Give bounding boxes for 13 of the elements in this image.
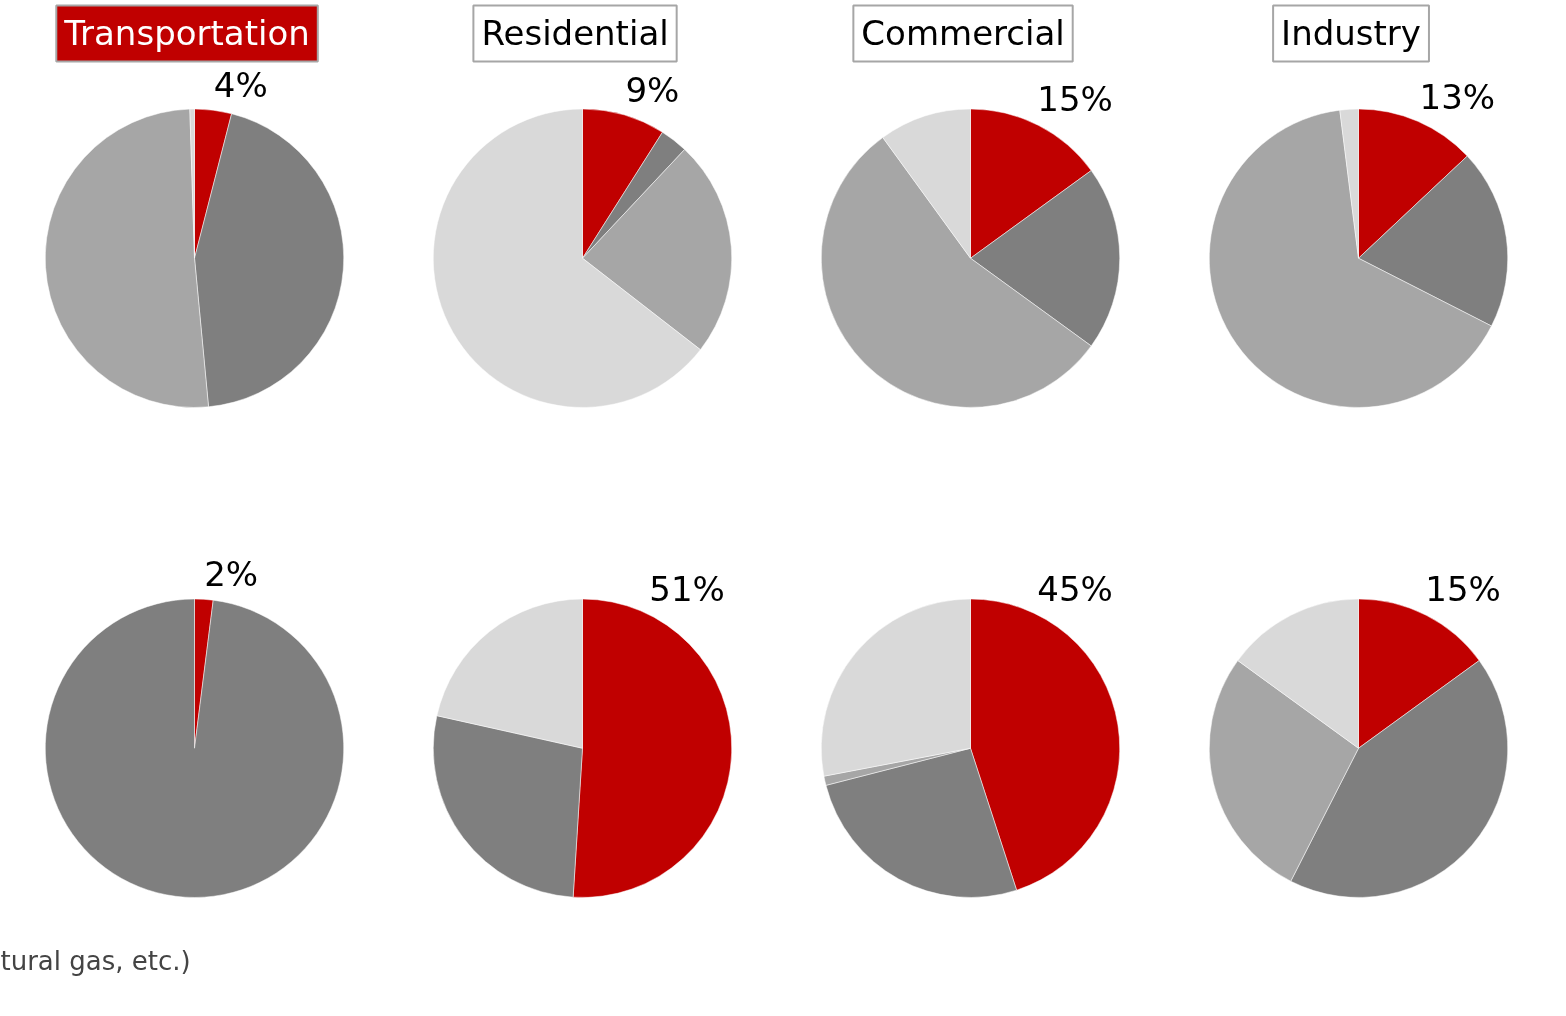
data-label: 15%: [1425, 569, 1501, 610]
data-label: 4%: [213, 65, 268, 106]
chart-title: Commercial: [861, 13, 1065, 54]
text: tural gas, etc.): [0, 946, 191, 977]
chart-title: Transportation: [63, 13, 310, 54]
chart-title: Industry: [1281, 13, 1421, 54]
data-label: 2%: [204, 554, 259, 595]
data-label: 45%: [1037, 569, 1113, 610]
chart-title: Residential: [481, 13, 669, 54]
data-label: 51%: [649, 569, 725, 610]
data-label: 9%: [625, 70, 680, 111]
data-label: 15%: [1037, 79, 1113, 120]
data-label: 13%: [1419, 76, 1496, 117]
